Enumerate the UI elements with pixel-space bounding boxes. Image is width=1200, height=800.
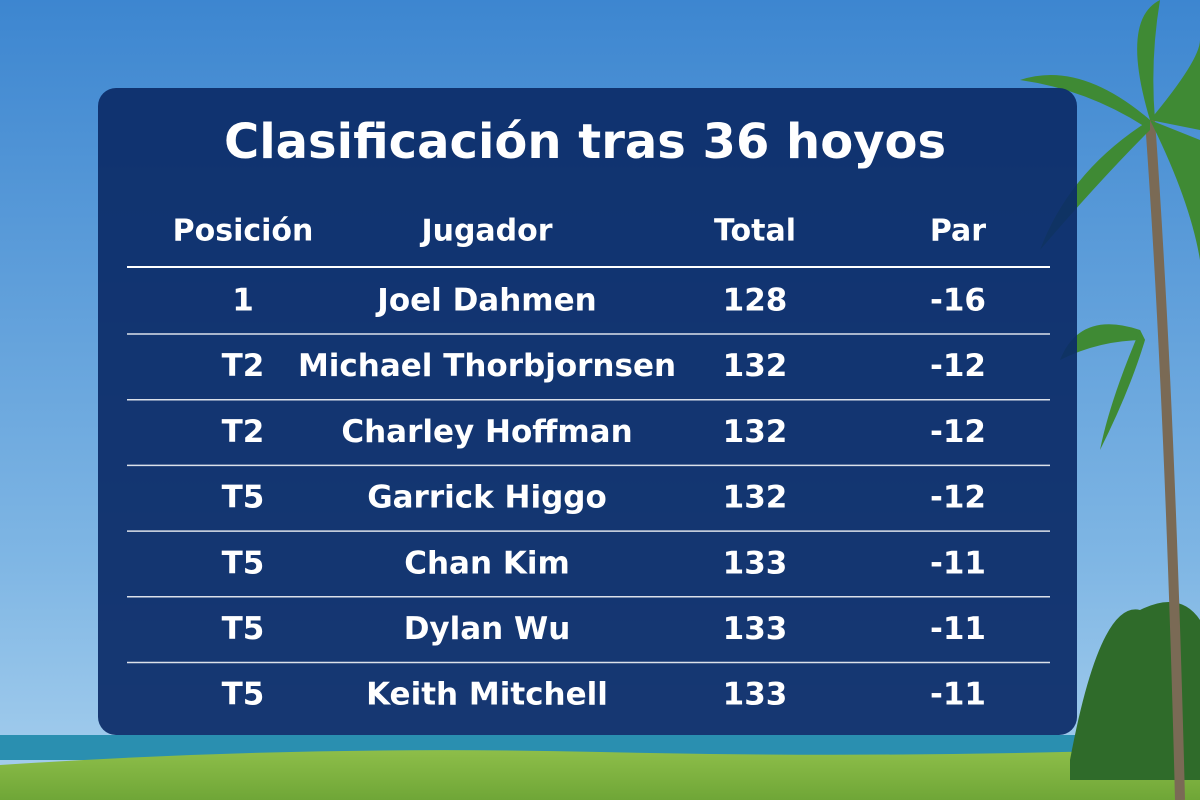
cell: 132 [723, 480, 788, 516]
cell: T5 [222, 677, 265, 713]
cell: T5 [222, 611, 265, 647]
trees [1070, 602, 1200, 780]
cell: -16 [930, 283, 986, 319]
cell: Dylan Wu [404, 611, 571, 647]
table: Clasificación tras 36 hoyos Posición Juga… [127, 114, 1050, 713]
cell: -12 [930, 348, 986, 384]
fairway [0, 748, 1200, 800]
cell: T2 [222, 348, 265, 384]
cell: Michael Thorbjornsen [298, 348, 676, 384]
cell: Charley Hoffman [341, 414, 632, 450]
cell: T5 [222, 545, 265, 581]
cell: 133 [723, 545, 788, 581]
column-header: Par [930, 214, 986, 249]
cell: Joel Dahmen [375, 283, 596, 319]
cell: 128 [723, 283, 788, 319]
cell: -12 [930, 480, 986, 516]
cell: 133 [723, 677, 788, 713]
cell: -12 [930, 414, 986, 450]
cell: T5 [222, 480, 265, 516]
cell: 1 [232, 283, 254, 319]
cell: T2 [222, 414, 265, 450]
cell: 133 [723, 611, 788, 647]
cell: Chan Kim [404, 545, 570, 581]
cell: -11 [930, 677, 986, 713]
column-header: Jugador [419, 214, 552, 249]
cell: -11 [930, 611, 986, 647]
panel [98, 88, 1077, 735]
cell: 132 [723, 348, 788, 384]
palm-trunk [1145, 119, 1185, 800]
cell: Garrick Higgo [367, 480, 607, 516]
cell: 132 [723, 414, 788, 450]
column-header: Posición [173, 214, 314, 249]
cell: Keith Mitchell [366, 677, 608, 713]
title: Clasificación tras 36 hoyos [224, 114, 946, 170]
column-header: Total [714, 214, 796, 249]
cell: -11 [930, 545, 986, 581]
